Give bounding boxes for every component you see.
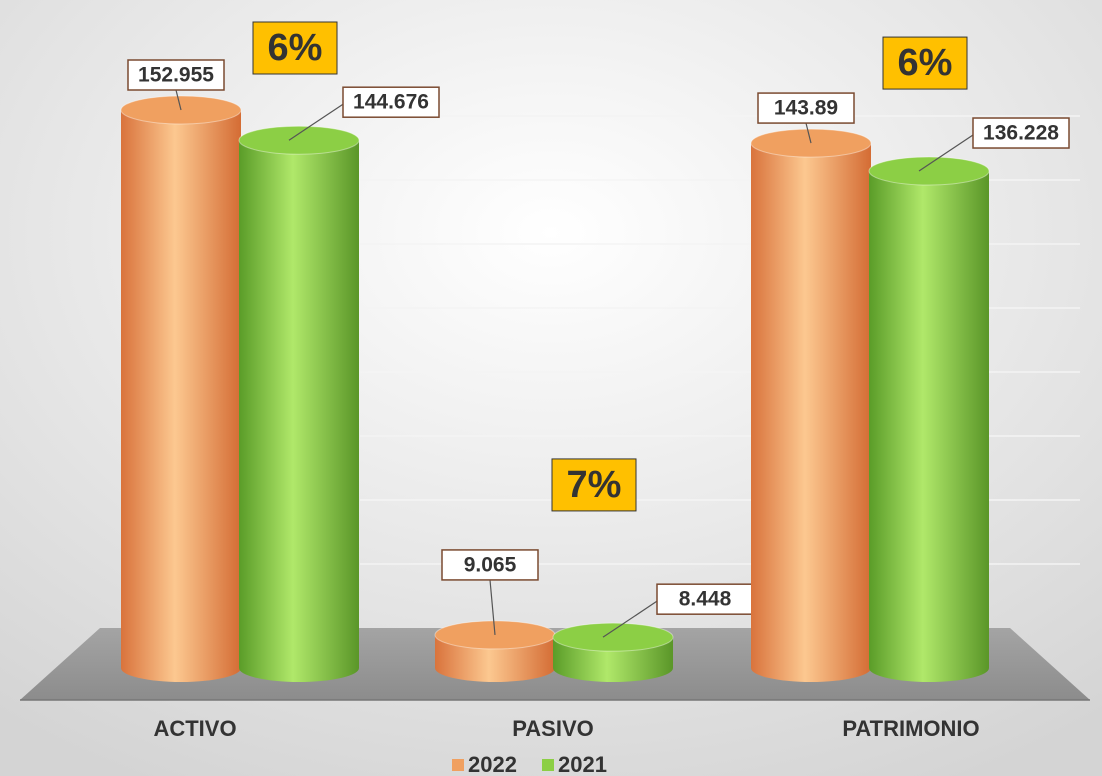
bar <box>239 140 359 668</box>
legend-label: 2021 <box>558 752 607 776</box>
leader-line <box>602 598 661 638</box>
data-label-box <box>342 86 440 118</box>
data-label-box <box>441 549 539 581</box>
annotation-box <box>551 458 637 512</box>
cylinder-top <box>552 622 674 652</box>
cylinder-top <box>238 125 360 155</box>
leader-line <box>489 579 496 635</box>
leader-line <box>288 101 347 141</box>
bar <box>121 110 241 668</box>
data-label: 143.89 <box>774 97 838 120</box>
data-label-box <box>127 59 225 91</box>
x-tick-label: PATRIMONIO <box>842 716 979 741</box>
annotation-box <box>252 21 338 75</box>
data-label-box <box>972 117 1070 149</box>
data-label: 8.448 <box>679 588 732 611</box>
bar <box>869 171 989 669</box>
annotation-box <box>882 36 968 90</box>
data-label: 136.228 <box>983 122 1059 145</box>
data-label: 144.676 <box>353 91 429 114</box>
cylinder-top <box>868 156 990 186</box>
annotation: 6% <box>268 27 323 69</box>
legend-label: 2022 <box>468 752 517 776</box>
x-tick-label: PASIVO <box>512 716 594 741</box>
legend-swatch <box>452 759 464 771</box>
data-label: 9.065 <box>464 553 517 576</box>
data-label-box <box>656 583 754 615</box>
leader-line <box>918 132 977 172</box>
annotation: 7% <box>567 464 622 506</box>
data-label: 152.955 <box>138 64 214 87</box>
leader-line <box>175 89 182 111</box>
leader-line <box>805 122 812 144</box>
bar <box>751 143 871 668</box>
data-label-box <box>757 92 855 124</box>
annotation: 6% <box>898 42 953 84</box>
x-tick-label: ACTIVO <box>153 716 236 741</box>
legend-swatch <box>542 759 554 771</box>
